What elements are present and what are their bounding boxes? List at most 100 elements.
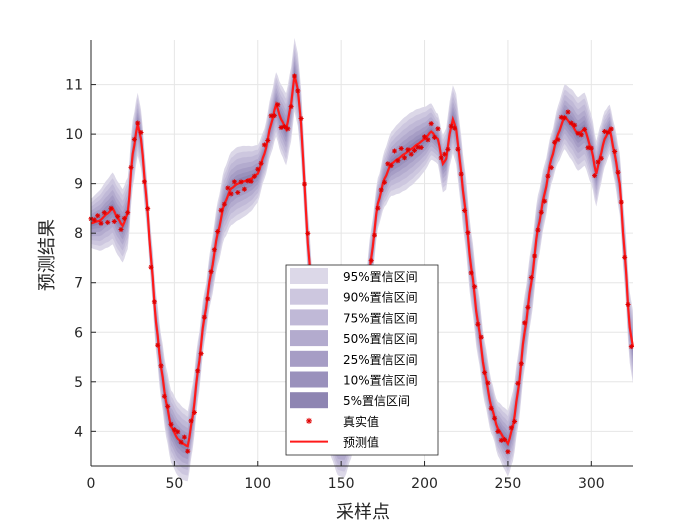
legend-label: 5%置信区间 bbox=[343, 394, 410, 408]
true-value-marker bbox=[388, 163, 394, 169]
true-value-marker bbox=[265, 138, 271, 143]
legend-swatch bbox=[290, 330, 328, 347]
true-value-marker bbox=[138, 130, 144, 135]
true-value-marker bbox=[622, 254, 628, 260]
true-value-marker bbox=[135, 120, 141, 126]
true-value-marker bbox=[402, 155, 407, 161]
true-value-marker bbox=[422, 134, 427, 140]
legend-label: 95%置信区间 bbox=[343, 270, 418, 284]
true-value-marker bbox=[188, 418, 194, 424]
true-value-marker bbox=[568, 120, 574, 126]
true-value-marker bbox=[492, 415, 498, 421]
true-value-marker bbox=[198, 351, 204, 357]
true-value-marker bbox=[231, 179, 237, 185]
true-value-series bbox=[88, 73, 634, 455]
true-value-marker bbox=[178, 439, 184, 445]
true-value-marker bbox=[382, 179, 387, 185]
true-value-marker bbox=[195, 368, 201, 374]
true-value-marker bbox=[595, 159, 601, 165]
true-value-marker bbox=[248, 178, 254, 184]
x-tick-label: 150 bbox=[328, 476, 355, 492]
true-value-marker bbox=[108, 205, 114, 211]
true-value-marker bbox=[438, 155, 444, 161]
true-value-marker bbox=[532, 253, 538, 259]
true-value-marker bbox=[465, 230, 471, 236]
legend-label: 真实值 bbox=[343, 414, 379, 429]
true-value-marker bbox=[522, 320, 528, 326]
legend-label: 90%置信区间 bbox=[343, 291, 418, 305]
true-value-marker bbox=[205, 296, 211, 302]
true-value-marker bbox=[425, 137, 431, 143]
axes bbox=[90, 40, 633, 467]
true-value-marker bbox=[101, 210, 107, 216]
true-value-marker bbox=[141, 179, 147, 185]
true-value-marker bbox=[582, 126, 588, 132]
true-value-marker bbox=[175, 429, 181, 435]
y-axis-label: 预测结果 bbox=[37, 219, 58, 291]
true-value-marker bbox=[548, 165, 554, 171]
true-value-marker bbox=[612, 149, 618, 154]
true-value-marker bbox=[255, 166, 261, 172]
true-value-marker bbox=[98, 220, 104, 226]
true-value-marker bbox=[555, 137, 561, 143]
true-value-marker bbox=[545, 173, 551, 179]
true-value-marker bbox=[418, 145, 424, 150]
x-tick-label: 250 bbox=[495, 476, 522, 492]
true-value-marker bbox=[625, 302, 631, 307]
true-value-marker bbox=[462, 208, 468, 213]
true-value-marker bbox=[171, 427, 177, 433]
legend-label: 10%置信区间 bbox=[343, 374, 418, 388]
true-value-marker bbox=[295, 88, 301, 94]
true-value-marker bbox=[125, 210, 131, 216]
true-value-marker bbox=[115, 213, 121, 219]
true-value-marker bbox=[502, 437, 508, 443]
legend-label: 25%置信区间 bbox=[343, 353, 418, 367]
true-value-marker bbox=[155, 342, 161, 348]
legend-swatch bbox=[290, 392, 328, 409]
true-value-marker bbox=[605, 129, 611, 135]
x-tick-label: 50 bbox=[165, 476, 183, 492]
true-value-marker bbox=[208, 269, 214, 275]
true-value-marker bbox=[305, 230, 311, 236]
legend-swatch bbox=[290, 268, 328, 284]
true-value-marker bbox=[395, 158, 401, 164]
y-tick-label: 9 bbox=[74, 177, 83, 193]
true-value-marker bbox=[131, 136, 137, 142]
true-value-marker bbox=[588, 145, 594, 151]
true-value-marker bbox=[602, 129, 608, 134]
true-value-marker bbox=[512, 419, 518, 424]
tick-labels: 0 50 100 150 200 250 300 4 5 6 7 8 9 10 11 bbox=[65, 78, 605, 492]
true-value-marker bbox=[478, 334, 484, 340]
y-tick-label: 7 bbox=[74, 276, 83, 292]
true-value-marker bbox=[225, 185, 231, 191]
true-value-marker bbox=[618, 199, 624, 205]
true-value-marker bbox=[565, 109, 571, 115]
true-value-marker bbox=[552, 139, 558, 145]
true-value-marker bbox=[578, 132, 584, 138]
true-value-marker bbox=[181, 434, 187, 440]
true-value-marker bbox=[211, 247, 217, 253]
true-value-marker bbox=[191, 410, 197, 415]
true-value-marker bbox=[412, 147, 417, 153]
true-value-marker bbox=[161, 393, 167, 399]
true-value-marker bbox=[428, 121, 434, 127]
true-value-marker bbox=[95, 213, 101, 219]
true-value-marker bbox=[452, 125, 458, 131]
true-value-marker bbox=[392, 148, 397, 154]
true-value-marker bbox=[515, 380, 521, 386]
legend-swatch bbox=[290, 309, 328, 326]
true-value-marker bbox=[288, 104, 294, 110]
true-value-marker bbox=[542, 198, 548, 204]
true-value-marker bbox=[525, 304, 531, 310]
true-value-marker bbox=[458, 171, 464, 177]
legend: 95%置信区间 90%置信区间 75%置信区间 50%置信区间 25%置信区间 10%置信… bbox=[285, 264, 439, 456]
true-value-marker bbox=[445, 146, 451, 152]
true-value-marker bbox=[145, 206, 151, 212]
true-value-marker bbox=[608, 126, 614, 132]
legend-swatch bbox=[290, 288, 328, 305]
true-value-marker bbox=[398, 146, 404, 151]
true-value-marker bbox=[105, 219, 111, 225]
x-tick-label: 300 bbox=[578, 476, 605, 492]
true-value-marker bbox=[282, 124, 287, 130]
